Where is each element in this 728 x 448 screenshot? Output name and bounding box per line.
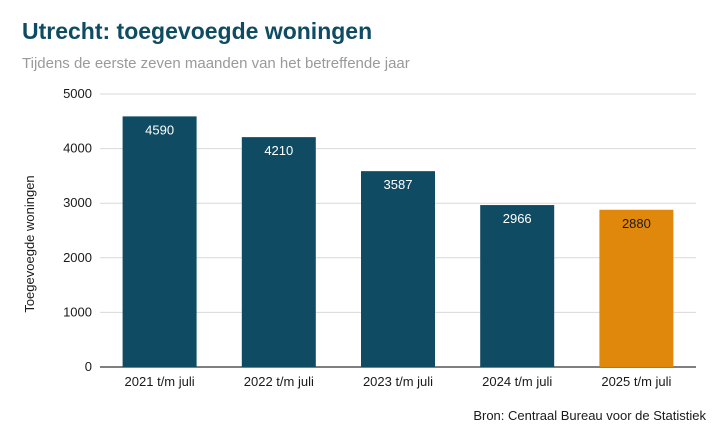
bars	[122, 116, 674, 367]
y-tick-label: 5000	[63, 86, 92, 101]
y-axis-ticks: 0 1000 2000 3000 4000 5000	[63, 86, 92, 374]
y-axis-label: Toegevoegde woningen	[22, 175, 37, 312]
x-tick-label: 2021 t/m juli	[125, 374, 195, 389]
x-tick-label: 2023 t/m juli	[363, 374, 433, 389]
x-tick-label: 2024 t/m juli	[482, 374, 552, 389]
chart-title: Utrecht: toegevoegde woningen	[22, 18, 373, 44]
y-tick-label: 4000	[63, 141, 92, 156]
source-note: Bron: Centraal Bureau voor de Statistiek	[473, 408, 706, 423]
data-label: 2966	[503, 211, 532, 226]
y-tick-label: 1000	[63, 304, 92, 319]
bar	[241, 137, 316, 367]
x-axis-ticks: 2021 t/m juli 2022 t/m juli 2023 t/m juli 2…	[125, 374, 672, 389]
y-tick-label: 2000	[63, 250, 92, 265]
y-tick-label: 0	[85, 359, 92, 374]
bar	[599, 209, 674, 367]
data-label: 2880	[622, 216, 651, 231]
bar	[361, 171, 435, 367]
data-label: 3587	[384, 177, 413, 192]
bar	[122, 116, 197, 367]
x-tick-label: 2022 t/m juli	[244, 374, 314, 389]
data-label: 4590	[145, 122, 174, 137]
x-tick-label: 2025 t/m juli	[601, 374, 671, 389]
bar	[480, 205, 555, 367]
chart-subtitle: Tijdens de eerste zeven maanden van het …	[22, 55, 410, 72]
data-label: 4210	[264, 143, 293, 158]
y-tick-label: 3000	[63, 195, 92, 210]
data-labels: 4590 4210 3587 2966 2880	[145, 122, 651, 230]
